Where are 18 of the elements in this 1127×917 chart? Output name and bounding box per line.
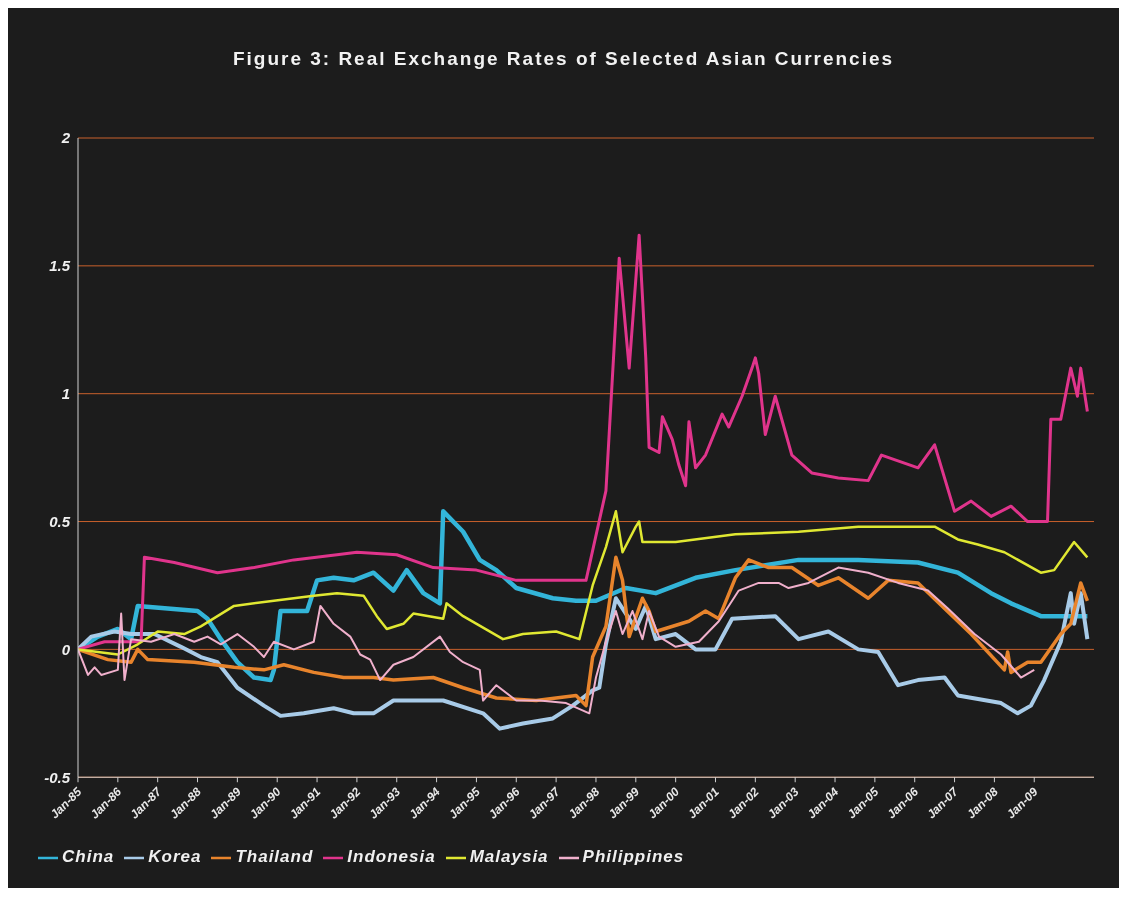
- legend-label: China: [62, 847, 115, 867]
- y-tick-label: 0: [61, 640, 71, 658]
- line-series: [78, 591, 1090, 731]
- y-tick-label: 0.5: [49, 512, 71, 530]
- y-tick-label: 1.5: [49, 257, 71, 275]
- line-series: [78, 566, 1036, 715]
- line-series: [78, 555, 1090, 708]
- line-series: [78, 510, 1089, 656]
- line-series: [78, 233, 1089, 651]
- y-tick-label: 2: [60, 129, 71, 147]
- legend-label: Korea: [148, 847, 202, 867]
- legend-label: Thailand: [235, 847, 314, 867]
- chart-title: Figure 3: Real Exchange Rates of Selected Asian Currencies: [231, 47, 896, 71]
- legend-label: Malaysia: [469, 847, 549, 867]
- y-tick-label: 1: [61, 385, 70, 403]
- y-tick-label: -0.5: [44, 768, 71, 786]
- legend-label: Indonesia: [347, 847, 436, 867]
- legend-label: Philippines: [582, 847, 685, 867]
